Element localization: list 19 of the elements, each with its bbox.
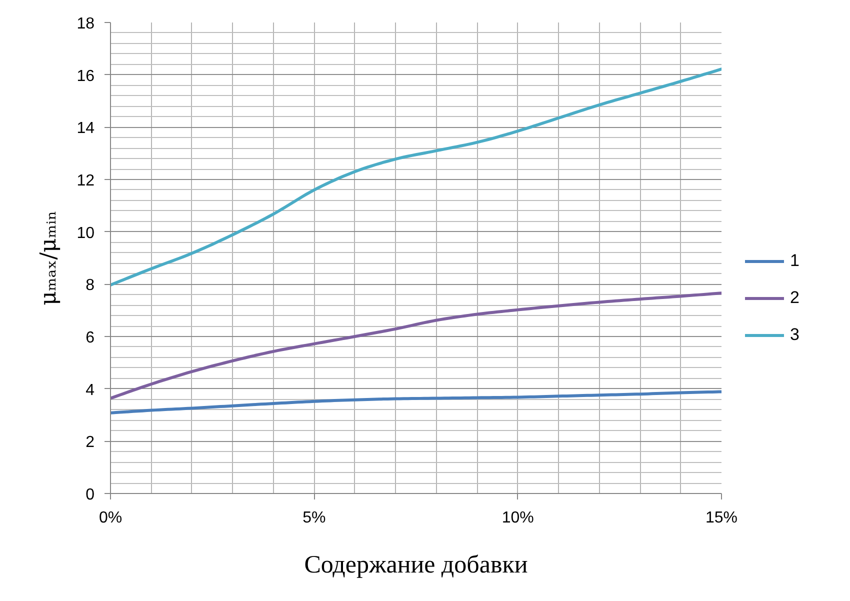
y-axis-title: μₘₐₓ/μₘᵢₙ [36, 210, 62, 306]
legend-label: 2 [790, 288, 800, 308]
x-tick-label: 10% [502, 510, 534, 526]
y-tick-label: 16 [76, 68, 95, 85]
y-tick-label: 6 [86, 330, 95, 346]
y-tick-label: 18 [76, 16, 95, 32]
x-tick-label: 5% [302, 510, 326, 526]
y-tick-label: 0 [86, 486, 95, 504]
x-tick-label: 15% [705, 510, 738, 526]
x-tick-label: 0% [98, 510, 122, 526]
legend-label: 1 [790, 251, 800, 271]
y-tick-label: 4 [86, 382, 95, 399]
y-tick-label: 2 [86, 434, 95, 452]
y-tick-label: 14 [76, 120, 95, 138]
y-tick-label: 12 [76, 172, 95, 190]
x-axis-title: Содержание добавки [304, 552, 528, 578]
y-tick-label: 8 [86, 277, 95, 294]
legend-label: 3 [790, 325, 800, 345]
y-tick-label: 10 [76, 224, 95, 242]
